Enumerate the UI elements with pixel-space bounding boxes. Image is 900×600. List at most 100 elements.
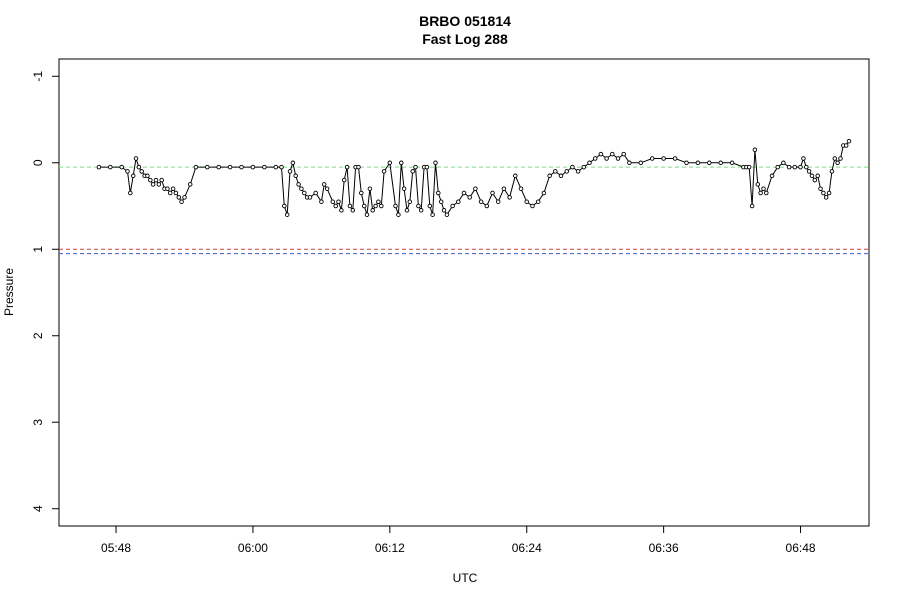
data-point [319,199,324,204]
data-point [518,186,524,191]
data-point [821,190,826,196]
data-point [290,160,296,166]
data-point [604,156,609,161]
data-point [441,208,447,213]
plot-frame [58,58,870,527]
data-point [661,156,666,161]
data-point [809,173,815,179]
data-point [490,190,495,196]
data-point [250,164,256,170]
data-point [293,173,298,179]
data-point [321,182,327,187]
data-point [296,182,301,187]
data-point [826,190,832,196]
data-point [401,186,407,191]
data-point [621,151,626,157]
data-point [287,169,293,174]
data-point [473,186,478,191]
data-point [812,177,818,183]
data-point [170,186,176,191]
data-point [804,164,809,170]
data-point [761,186,766,191]
x-tick-label: 06:48 [786,541,816,555]
data-point [313,190,318,196]
data-point [344,164,350,170]
data-point [530,203,535,209]
data-point [373,203,378,209]
data-point [227,164,233,170]
x-tick-label: 06:00 [238,541,268,555]
data-point [815,173,820,179]
data-point [396,212,401,217]
data-point [148,177,153,183]
data-point [746,164,752,170]
data-point [798,164,803,170]
data-point [299,186,304,191]
data-point [404,208,410,213]
data-point [399,160,404,166]
data-point [330,199,336,204]
data-point [769,173,775,179]
data-point [159,177,164,183]
data-point [416,203,421,209]
data-point [130,173,136,179]
data-point [592,156,598,161]
data-point [367,186,373,191]
data-point [341,177,347,183]
data-point [749,203,755,209]
data-point [153,177,159,183]
data-point [165,186,170,191]
data-point [684,160,689,166]
data-point [786,164,792,170]
data-point [775,164,780,170]
data-point [324,186,330,191]
data-point [418,208,424,213]
data-point [558,173,564,179]
data-point [376,199,381,204]
y-tick-label: 4 [31,505,45,512]
data-point [832,156,838,161]
data-point [781,160,786,166]
data-point [333,203,338,209]
data-point [758,190,763,196]
data-point [829,169,835,174]
data-point [581,164,587,170]
data-point [752,147,758,153]
data-point [513,173,518,179]
data-point [541,190,547,196]
data-point [587,160,592,166]
reference-lines [59,166,869,255]
data-point [350,208,356,213]
data-point [307,195,313,200]
data-point [649,156,655,161]
data-point [801,156,806,161]
data-point [718,160,723,166]
data-point [336,199,341,204]
data-point [695,160,701,166]
y-tick-label: 0 [31,159,45,166]
data-point [553,169,558,174]
data-point [176,195,182,200]
data-point [564,169,569,174]
data-point [456,199,461,204]
data-point [133,156,139,161]
data-point [387,160,393,166]
y-tick-label: 3 [31,419,45,426]
data-point [438,199,444,204]
data-point [150,182,156,187]
data-point [410,169,415,174]
data-point [145,173,150,179]
data-point [125,169,130,174]
data-point [495,199,501,204]
data-point [205,164,210,170]
data-point [575,169,581,174]
data-point [413,164,418,170]
data-point [393,203,398,209]
data-point [187,182,193,187]
y-axis: -1 0 1 2 3 4 [31,71,60,512]
data-point [610,151,615,157]
data-point [707,160,712,166]
data-point [444,212,450,217]
data-point [436,190,441,196]
